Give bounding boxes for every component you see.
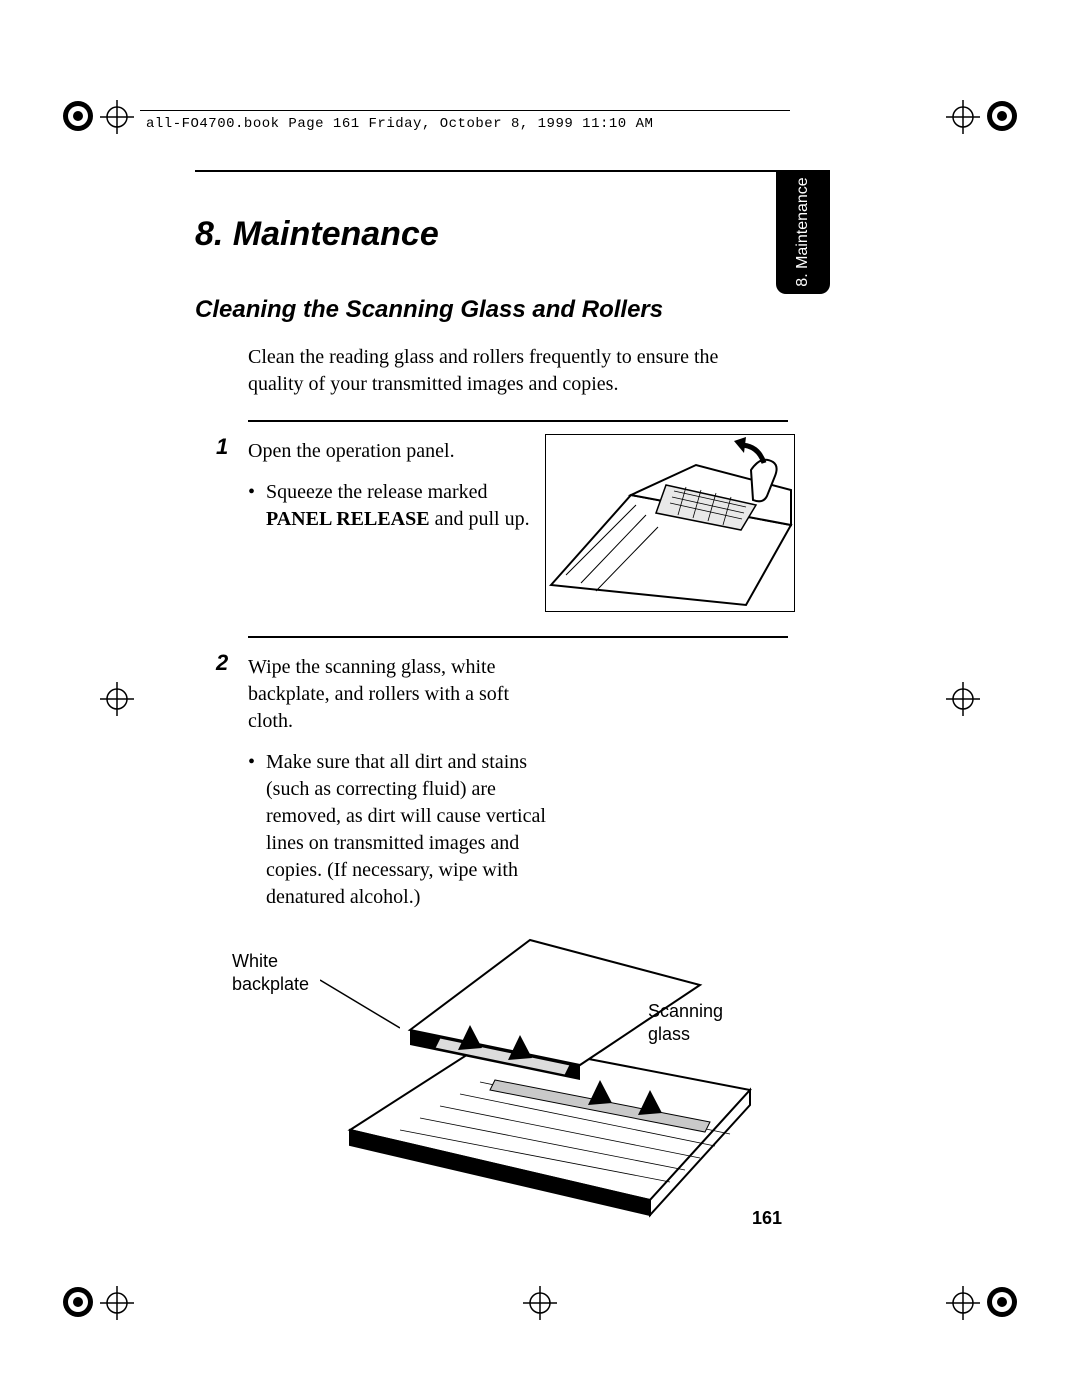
step-2-number: 2 xyxy=(216,650,228,676)
step-1: 1 Open the operation panel. • Squeeze th… xyxy=(216,438,536,533)
crop-mark-bottom-center xyxy=(523,1286,557,1320)
step-1-bullet-post: and pull up. xyxy=(430,508,530,530)
divider-1 xyxy=(248,420,788,422)
page-number: 161 xyxy=(752,1208,782,1229)
section-title: Cleaning the Scanning Glass and Rollers xyxy=(195,296,663,324)
step-2-text: Wipe the scanning glass, white backplate… xyxy=(248,654,556,735)
label-white-backplate: White backplate xyxy=(232,950,322,997)
bullet-icon: • xyxy=(248,749,266,911)
step-1-bullet-bold: PANEL RELEASE xyxy=(266,508,430,530)
illustration-panel-release xyxy=(545,434,795,612)
crop-mark-bottom-right xyxy=(982,1282,1022,1322)
crop-mark-top-left-2 xyxy=(100,100,134,134)
chapter-title: 8. Maintenance xyxy=(195,215,439,254)
crop-mark-bottom-left xyxy=(58,1282,98,1322)
crop-mark-mid-right xyxy=(946,682,980,716)
crop-mark-top-right xyxy=(982,96,1022,136)
illustration-scanner-open xyxy=(330,930,760,1220)
header-rule xyxy=(140,110,790,112)
step-1-text: Open the operation panel. xyxy=(248,438,536,465)
step-1-number: 1 xyxy=(216,434,228,460)
crop-mark-top-right-2 xyxy=(946,100,980,134)
section-intro: Clean the reading glass and rollers freq… xyxy=(248,344,768,398)
crop-mark-bottom-left-2 xyxy=(100,1286,134,1320)
step-2: 2 Wipe the scanning glass, white backpla… xyxy=(216,654,556,911)
step-2-bullet: Make sure that all dirt and stains (such… xyxy=(266,749,556,911)
chapter-tab: 8. Maintenance xyxy=(776,170,830,294)
bullet-icon: • xyxy=(248,479,266,533)
manual-page: all-FO4700.book Page 161 Friday, October… xyxy=(0,0,1080,1397)
header-crop-info: all-FO4700.book Page 161 Friday, October… xyxy=(146,116,653,132)
step-1-bullet: Squeeze the release marked PANEL RELEASE… xyxy=(266,479,536,533)
top-rule xyxy=(195,170,790,172)
crop-mark-bottom-right-2 xyxy=(946,1286,980,1320)
crop-mark-mid-left xyxy=(100,682,134,716)
crop-mark-top-left xyxy=(58,96,98,136)
chapter-tab-label: 8. Maintenance xyxy=(794,177,812,286)
label-scanning-glass: Scanning glass xyxy=(648,1000,748,1047)
step-1-bullet-pre: Squeeze the release marked xyxy=(266,481,488,503)
divider-2 xyxy=(248,636,788,638)
